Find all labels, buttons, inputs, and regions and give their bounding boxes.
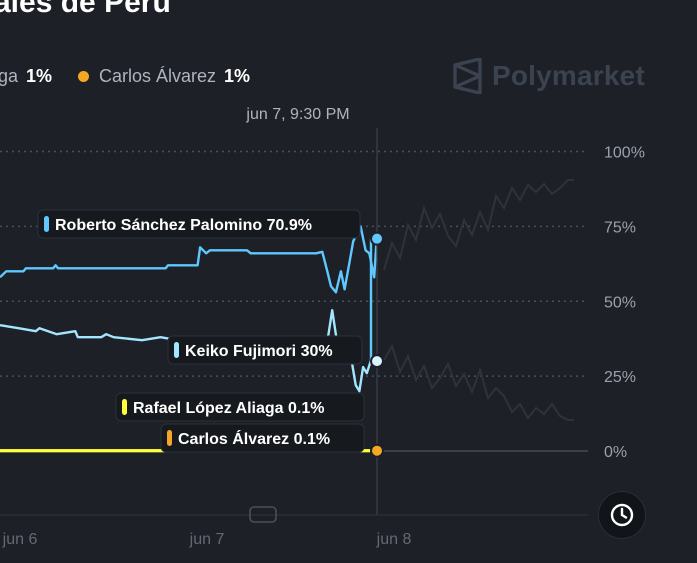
y-tick-label: 25% — [604, 369, 636, 386]
series-label: Carlos Álvarez 0.1% — [160, 423, 365, 453]
x-tick-label: jun 8 — [376, 531, 412, 548]
series-label: Keiko Fujimori 30% — [167, 335, 363, 365]
hover-date: jun 7, 9:30 PM — [245, 106, 349, 123]
label-text: Carlos Álvarez 0.1% — [178, 429, 330, 448]
legend-value: 1% — [26, 66, 53, 86]
label-color-marker — [167, 430, 172, 446]
legend-item[interactable]: Carlos Álvarez 1% — [78, 66, 250, 87]
label-text: Rafael López Aliaga 0.1% — [133, 400, 324, 417]
series-label: Rafael López Aliaga 0.1% — [115, 392, 365, 422]
y-tick-label: 75% — [604, 219, 636, 236]
y-tick-label: 100% — [604, 145, 645, 162]
label-box — [167, 335, 363, 365]
label-color-marker — [44, 216, 49, 232]
legend-item[interactable]: iga 1% — [0, 66, 52, 87]
legend-color-dot — [78, 71, 89, 82]
legend-value: 1% — [224, 66, 251, 86]
history-button[interactable] — [598, 491, 646, 539]
y-tick-label: 50% — [604, 294, 636, 311]
label-color-marker — [174, 342, 179, 358]
clock-icon — [610, 503, 634, 527]
label-color-marker — [122, 399, 127, 415]
faded-trace — [383, 343, 574, 421]
x-tick-label: jun 7 — [189, 531, 225, 548]
label-text: Keiko Fujimori 30% — [185, 343, 333, 360]
brand[interactable]: Polymarket — [452, 58, 645, 94]
hover-dot — [370, 443, 384, 458]
range-handle — [249, 506, 277, 523]
label-box — [160, 423, 365, 453]
x-tick-label: jun 6 — [2, 531, 38, 548]
label-box — [115, 392, 365, 422]
polymarket-logo-icon — [453, 58, 482, 94]
label-text: Roberto Sánchez Palomino 70.9% — [55, 217, 312, 234]
faded-trace — [383, 179, 574, 271]
legend-name: Carlos Álvarez — [99, 66, 217, 86]
hover-dot — [370, 231, 384, 246]
legend-name: iga — [0, 66, 19, 86]
brand-name: Polymarket — [492, 60, 645, 91]
page-title: ales de Perú — [0, 0, 171, 19]
hover-dot — [370, 354, 384, 369]
label-box — [37, 209, 361, 239]
series-label: Roberto Sánchez Palomino 70.9% — [37, 209, 361, 239]
y-tick-label: 0% — [604, 444, 627, 461]
